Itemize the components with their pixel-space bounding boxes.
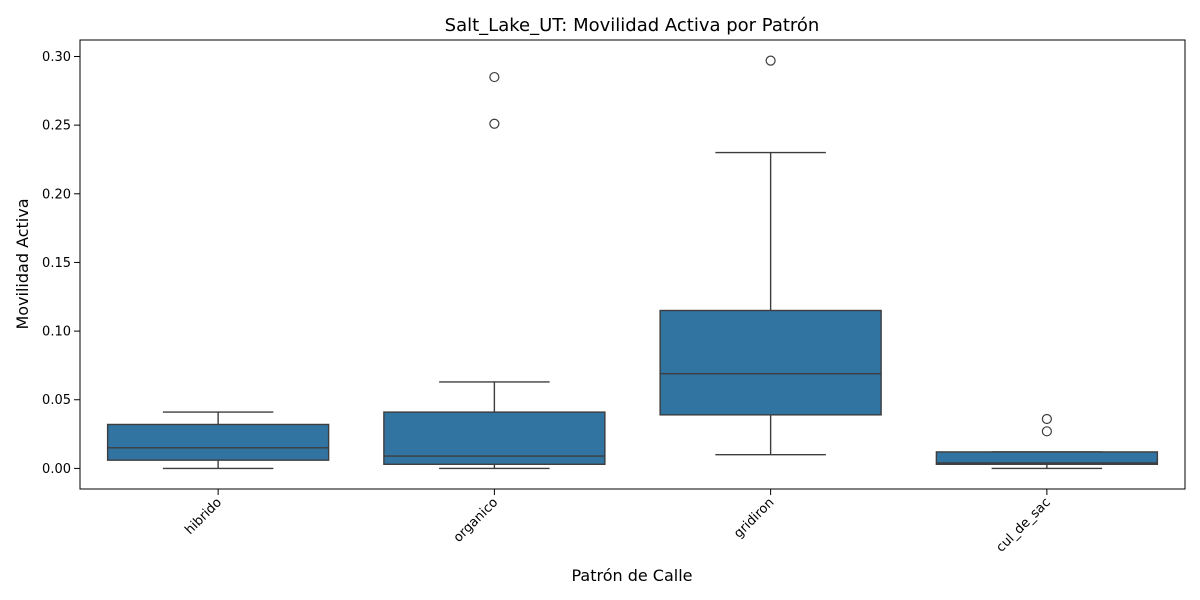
x-axis-label: Patrón de Calle [571,566,692,585]
y-tick-label: 0.30 [42,50,71,65]
y-tick-label: 0.00 [42,462,71,477]
outlier-point [1041,426,1052,437]
outlier-point [489,71,500,83]
outlier-point [489,118,500,129]
x-tick-label: organico [451,495,501,545]
box-gridiron [659,309,882,416]
x-tick-label: cul_de_sac [993,495,1053,555]
y-tick-label: 0.05 [42,393,71,408]
y-tick-label: 0.25 [42,119,71,134]
outlier-point [1041,413,1052,425]
box-cul_de_sac [935,451,1159,465]
y-tick-label: 0.20 [42,187,71,202]
x-tick-label: hibrido [182,495,225,538]
y-tick-label: 0.15 [42,256,71,271]
box-hibrido [106,423,330,461]
plot-area: 0.00 0.05 0.10 0.15 0.20 0.25 0.30 hibrido organ… [42,50,1159,555]
y-axis-label: Movilidad Activa [13,198,32,329]
chart-title: Salt_Lake_UT: Movilidad Activa por Patró… [445,15,820,36]
y-tick-label: 0.10 [42,325,71,340]
outlier-point [765,55,776,66]
x-tick-label: gridiron [731,495,777,541]
plot-frame [79,39,1186,490]
